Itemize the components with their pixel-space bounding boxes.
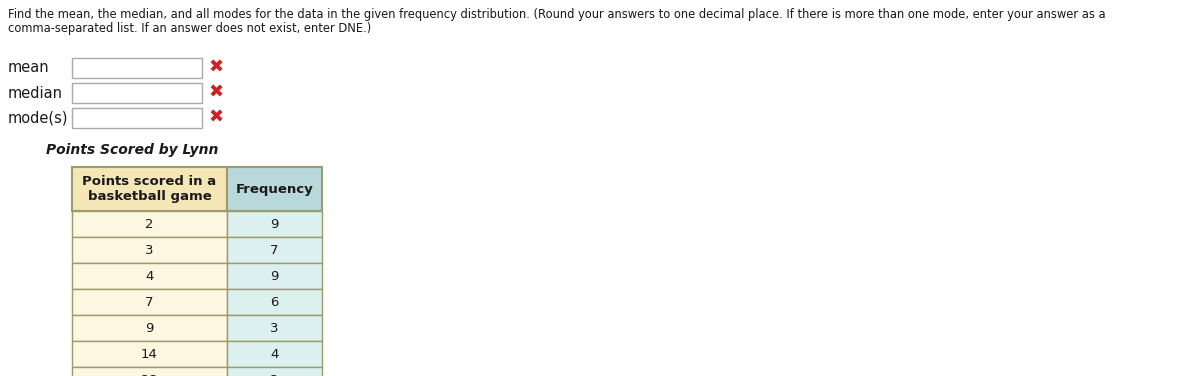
FancyBboxPatch shape [72, 315, 227, 341]
FancyBboxPatch shape [72, 167, 227, 211]
Text: 3: 3 [270, 321, 278, 335]
Text: 4: 4 [145, 270, 154, 282]
Text: 9: 9 [145, 321, 154, 335]
Text: 22: 22 [142, 373, 158, 376]
Text: ✖: ✖ [208, 109, 223, 127]
Text: 3: 3 [270, 373, 278, 376]
FancyBboxPatch shape [72, 263, 227, 289]
FancyBboxPatch shape [227, 237, 322, 263]
FancyBboxPatch shape [72, 108, 202, 128]
FancyBboxPatch shape [72, 367, 227, 376]
Text: 7: 7 [270, 244, 278, 256]
Text: mean: mean [8, 61, 49, 76]
Text: 9: 9 [270, 217, 278, 230]
FancyBboxPatch shape [227, 315, 322, 341]
FancyBboxPatch shape [227, 263, 322, 289]
FancyBboxPatch shape [227, 167, 322, 211]
FancyBboxPatch shape [72, 83, 202, 103]
FancyBboxPatch shape [227, 211, 322, 237]
Text: Points scored in a
basketball game: Points scored in a basketball game [83, 175, 216, 203]
Text: Frequency: Frequency [235, 182, 313, 196]
FancyBboxPatch shape [72, 289, 227, 315]
FancyBboxPatch shape [227, 341, 322, 367]
FancyBboxPatch shape [72, 211, 227, 237]
Text: mode(s): mode(s) [8, 111, 68, 126]
Text: median: median [8, 85, 64, 100]
FancyBboxPatch shape [72, 237, 227, 263]
FancyBboxPatch shape [227, 367, 322, 376]
Text: Find the mean, the median, and all modes for the data in the given frequency dis: Find the mean, the median, and all modes… [8, 8, 1105, 21]
FancyBboxPatch shape [72, 341, 227, 367]
Text: 7: 7 [145, 296, 154, 308]
Text: comma-separated list. If an answer does not exist, enter DNE.): comma-separated list. If an answer does … [8, 22, 371, 35]
FancyBboxPatch shape [227, 289, 322, 315]
FancyBboxPatch shape [72, 58, 202, 78]
Text: 14: 14 [142, 347, 158, 361]
Text: Points Scored by Lynn: Points Scored by Lynn [46, 143, 218, 157]
Text: ✖: ✖ [208, 59, 223, 77]
Text: 9: 9 [270, 270, 278, 282]
Text: 3: 3 [145, 244, 154, 256]
Text: 6: 6 [270, 296, 278, 308]
Text: 2: 2 [145, 217, 154, 230]
Text: ✖: ✖ [208, 84, 223, 102]
Text: 4: 4 [270, 347, 278, 361]
